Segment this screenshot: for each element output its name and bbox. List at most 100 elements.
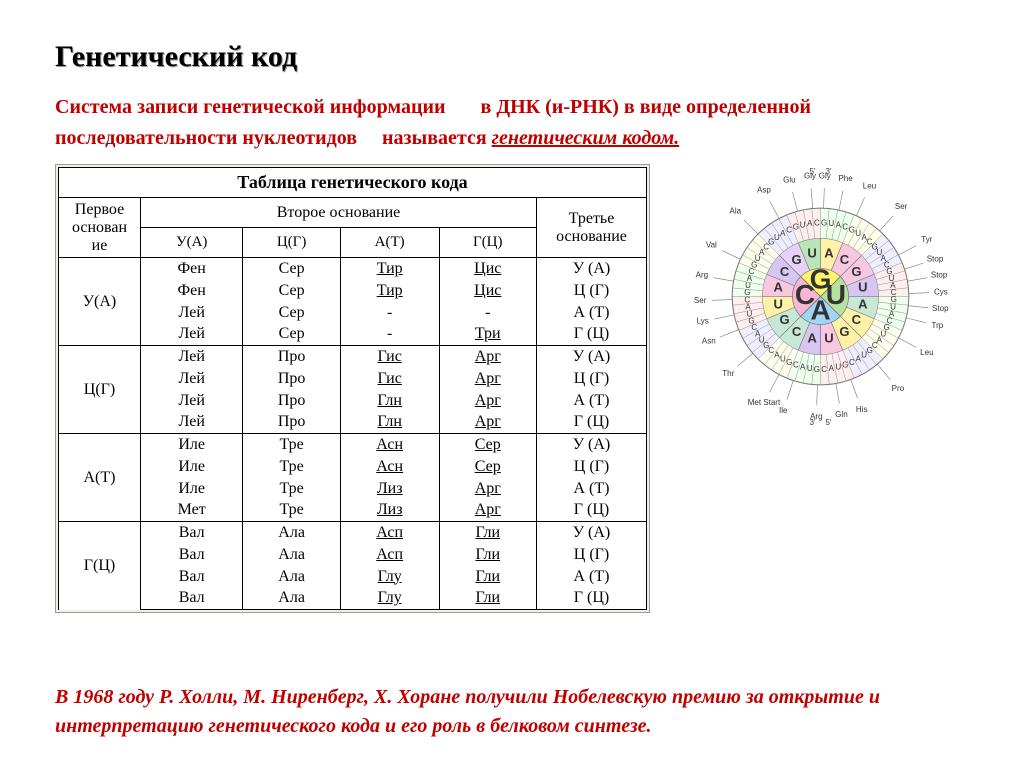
svg-text:Asn: Asn xyxy=(701,337,715,346)
svg-text:U: U xyxy=(773,296,782,311)
svg-text:Tyr: Tyr xyxy=(921,235,932,244)
row-label: Г(Ц) xyxy=(59,522,141,610)
third-base-cell: А (Т) xyxy=(537,302,647,324)
third-base-cell: У (А) xyxy=(537,522,647,544)
page-title: Генетический код xyxy=(55,40,969,74)
third-base-cell: Ц (Г) xyxy=(537,544,647,566)
svg-text:A: A xyxy=(835,221,841,230)
third-base-cell: А (Т) xyxy=(537,566,647,588)
svg-text:Stop: Stop xyxy=(932,304,949,313)
codon-cell: Гли xyxy=(439,544,536,566)
intro-text: Система записи генетической информации в… xyxy=(55,92,969,154)
svg-text:C: C xyxy=(813,218,819,227)
intro-p1: Система записи генетической информации xyxy=(55,96,446,118)
svg-text:G: G xyxy=(839,324,849,339)
codon-cell: Лей xyxy=(141,324,243,346)
codon-cell: Арг xyxy=(439,478,536,500)
codon-cell: Ала xyxy=(243,522,340,544)
svg-text:U: U xyxy=(855,229,861,238)
codon-cell: Арг xyxy=(439,346,536,368)
codon-cell: Глн xyxy=(340,412,439,434)
codon-cell: Вал xyxy=(141,522,243,544)
codon-cell: - xyxy=(340,302,439,324)
svg-text:U: U xyxy=(806,364,812,373)
col-0: У(А) xyxy=(141,228,243,258)
codon-cell: Лиз xyxy=(340,478,439,500)
svg-text:Gln: Gln xyxy=(835,410,847,419)
row-label: А(Т) xyxy=(59,434,141,522)
codon-cell: Про xyxy=(243,412,340,434)
svg-text:C: C xyxy=(792,361,798,370)
svg-text:Glu: Glu xyxy=(783,175,795,184)
codon-cell: - xyxy=(340,324,439,346)
svg-text:C: C xyxy=(794,279,814,310)
codon-cell: Про xyxy=(243,368,340,390)
codon-cell: Асп xyxy=(340,522,439,544)
codon-cell: Иле xyxy=(141,434,243,456)
codon-cell: Гис xyxy=(340,346,439,368)
codon-cell: Арг xyxy=(439,500,536,522)
third-base-cell: Г (Ц) xyxy=(537,324,647,346)
codon-table: Таблица генетического кода Первое основа… xyxy=(58,167,647,610)
svg-text:G: G xyxy=(851,264,861,279)
svg-text:C: C xyxy=(791,324,801,339)
hdr-first-base: Первое основан ие xyxy=(59,198,141,258)
row-label: Ц(Г) xyxy=(59,346,141,434)
codon-cell: Глу xyxy=(340,566,439,588)
col-3: Г(Ц) xyxy=(439,228,536,258)
codon-cell: Ала xyxy=(243,544,340,566)
codon-cell: Асн xyxy=(340,456,439,478)
svg-text:G: G xyxy=(820,218,826,227)
svg-text:Asp: Asp xyxy=(757,185,771,194)
svg-text:Leu: Leu xyxy=(862,182,875,191)
third-base-cell: А (Т) xyxy=(537,390,647,412)
third-base-cell: Ц (Г) xyxy=(537,456,647,478)
svg-text:C: C xyxy=(763,242,769,251)
svg-text:Ser: Ser xyxy=(894,202,907,211)
col-1: Ц(Г) xyxy=(243,228,340,258)
svg-text:Trp: Trp xyxy=(931,321,943,330)
codon-cell: Гли xyxy=(439,566,536,588)
svg-text:Lys: Lys xyxy=(696,317,708,326)
codon-cell: Три xyxy=(439,324,536,346)
svg-text:U: U xyxy=(807,246,816,261)
codon-cell: Вал xyxy=(141,544,243,566)
codon-cell: Арг xyxy=(439,412,536,434)
codon-cell: Фен xyxy=(141,258,243,280)
svg-text:Cys: Cys xyxy=(933,287,947,296)
row-label: У(А) xyxy=(59,258,141,346)
codon-cell: Асн xyxy=(340,434,439,456)
svg-text:Phe: Phe xyxy=(838,174,853,183)
codon-cell: Сер xyxy=(439,434,536,456)
third-base-cell: Г (Ц) xyxy=(537,412,647,434)
svg-text:5': 5' xyxy=(809,167,815,176)
third-base-cell: Ц (Г) xyxy=(537,368,647,390)
svg-text:G: G xyxy=(842,361,848,370)
svg-text:Val: Val xyxy=(705,241,716,250)
codon-cell: Глу xyxy=(340,588,439,610)
codon-cell: Сер xyxy=(243,280,340,302)
svg-text:U: U xyxy=(858,280,867,295)
svg-text:5': 5' xyxy=(825,418,831,427)
codon-cell: Мет xyxy=(141,500,243,522)
codon-cell: Тир xyxy=(340,280,439,302)
svg-text:G: G xyxy=(866,346,872,355)
codon-cell: Арг xyxy=(439,368,536,390)
codon-cell: Иле xyxy=(141,456,243,478)
svg-text:A: A xyxy=(807,330,817,345)
codon-cell: Тре xyxy=(243,434,340,456)
svg-text:Ile: Ile xyxy=(779,406,788,415)
intro-p3: называется xyxy=(382,127,492,149)
codon-cell: Глн xyxy=(340,390,439,412)
codon-cell: Тир xyxy=(340,258,439,280)
codon-cell: Вал xyxy=(141,588,243,610)
svg-text:U: U xyxy=(799,221,805,230)
svg-text:C: C xyxy=(821,365,827,374)
svg-text:Stop: Stop xyxy=(926,254,943,263)
third-base-cell: У (А) xyxy=(537,434,647,456)
svg-text:Stop: Stop xyxy=(930,271,947,280)
svg-text:A: A xyxy=(800,363,806,372)
codon-cell: Лей xyxy=(141,368,243,390)
codon-table-wrap: Таблица генетического кода Первое основа… xyxy=(55,164,650,613)
svg-text:C: C xyxy=(839,252,849,267)
